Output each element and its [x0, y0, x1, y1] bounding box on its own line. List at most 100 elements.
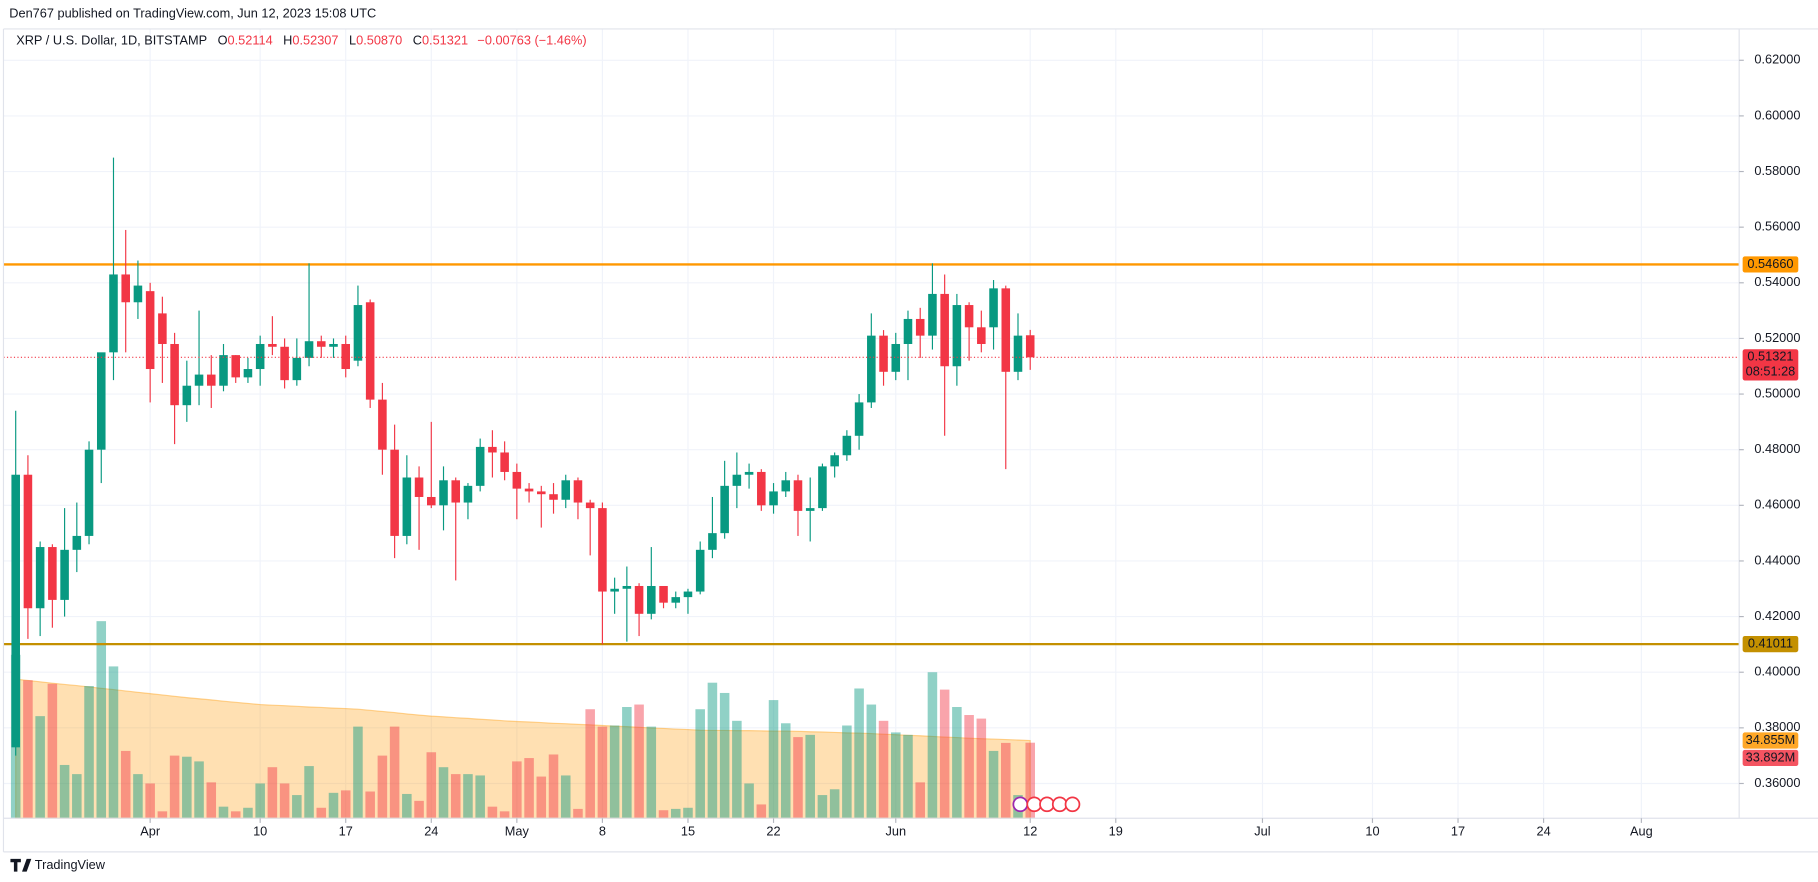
candle-body	[488, 446, 497, 453]
candle-body	[96, 352, 106, 450]
volume-bar	[524, 758, 534, 819]
volume-bar	[634, 704, 644, 819]
volume-bar	[353, 726, 363, 819]
y-tick-label: 0.40000	[1754, 664, 1800, 679]
x-tick-label: Jul	[1254, 824, 1270, 839]
volume-bar	[157, 811, 168, 819]
candle-body	[610, 588, 619, 592]
volume-bar	[903, 734, 913, 819]
candle-body	[231, 355, 240, 378]
candle-body	[439, 480, 448, 506]
volume-bar	[292, 795, 302, 819]
countdown-label: 08:51:28	[1746, 364, 1796, 379]
candle-body	[915, 318, 925, 336]
volume-bar	[854, 688, 864, 819]
legend-key: O	[218, 33, 228, 48]
candle-body	[133, 285, 143, 303]
volume-bar	[560, 775, 571, 819]
candle-body	[35, 547, 45, 609]
volume-bar	[622, 706, 632, 819]
volume-bar	[597, 726, 608, 819]
candle-body	[634, 585, 644, 614]
candle-body	[402, 477, 412, 536]
volume-bar	[927, 672, 938, 819]
candle-body	[158, 313, 167, 344]
volume-bar	[47, 683, 58, 819]
volume-ma-label: 34.855M	[1746, 732, 1796, 747]
candle-body	[243, 369, 253, 378]
candle-body	[280, 346, 289, 381]
candle-body	[11, 474, 20, 748]
candle-body	[781, 480, 791, 492]
y-tick-label: 0.52000	[1754, 330, 1800, 345]
volume-bar	[1001, 742, 1011, 819]
volume-ma-label-box	[1742, 732, 1799, 749]
volume-bar	[120, 750, 131, 819]
volume-bar	[890, 732, 901, 819]
x-tick-label: 8	[599, 824, 606, 839]
candle-body	[524, 488, 534, 492]
candle-body	[744, 471, 754, 475]
candle-body	[84, 449, 94, 536]
volume-bar	[487, 806, 498, 819]
candle-body	[194, 374, 204, 386]
candle-body	[647, 585, 656, 614]
event-icon	[1064, 796, 1081, 813]
x-tick-label: 10	[1365, 824, 1379, 839]
candle-body	[475, 446, 485, 486]
candle-body	[145, 291, 155, 370]
candle-body	[793, 480, 803, 511]
volume-bar	[707, 682, 718, 819]
candle-body	[720, 485, 729, 534]
legend-key: C	[413, 33, 422, 48]
candle-body	[170, 343, 179, 406]
candle-body	[952, 305, 962, 367]
candle-body	[512, 471, 522, 489]
level-label-box	[1742, 635, 1799, 653]
candle-body	[1025, 335, 1035, 358]
volume-bar	[255, 783, 265, 819]
candle-body	[219, 355, 228, 386]
volume-bar	[573, 808, 583, 819]
volume-bar	[817, 795, 828, 819]
y-tick-label: 0.42000	[1754, 608, 1800, 623]
candle-body	[48, 547, 57, 600]
y-tick-label: 0.48000	[1754, 441, 1800, 456]
volume-bar	[194, 761, 204, 819]
last-price-box	[1742, 349, 1799, 381]
legend-key: H	[283, 33, 292, 48]
y-tick-label: 0.60000	[1754, 107, 1800, 122]
volume-label: 33.892M	[1746, 749, 1796, 764]
volume-bar	[536, 776, 547, 819]
candle-body	[537, 491, 546, 495]
x-tick-label: 17	[339, 824, 353, 839]
volume-bar	[316, 807, 327, 819]
volume-bar	[780, 723, 791, 819]
volume-bar	[744, 783, 754, 819]
publisher: Den767 published on TradingView.com, Jun…	[9, 5, 376, 20]
candle-body	[842, 435, 852, 456]
volume-bar	[59, 764, 70, 819]
x-tick-label: 17	[1451, 824, 1465, 839]
candle-body	[769, 491, 778, 506]
candle-body	[805, 508, 815, 511]
volume-bar	[426, 752, 437, 819]
volume-bar	[267, 767, 278, 819]
volume-bar	[719, 692, 730, 819]
volume-bar	[182, 756, 192, 819]
candle-body	[683, 591, 693, 598]
footer: TradingView	[10, 857, 106, 872]
candle-body	[317, 341, 326, 347]
x-tick-label: 15	[681, 824, 695, 839]
volume-bar	[328, 792, 339, 819]
candle-body	[585, 502, 595, 509]
volume-bar	[964, 715, 974, 819]
x-tick-label: 12	[1023, 824, 1037, 839]
candle-body	[549, 494, 558, 500]
volume-bar	[145, 783, 155, 819]
candle-body	[891, 343, 901, 372]
volume-label-box	[1742, 749, 1799, 767]
candle-body	[463, 485, 473, 503]
volume-bar	[842, 725, 852, 819]
